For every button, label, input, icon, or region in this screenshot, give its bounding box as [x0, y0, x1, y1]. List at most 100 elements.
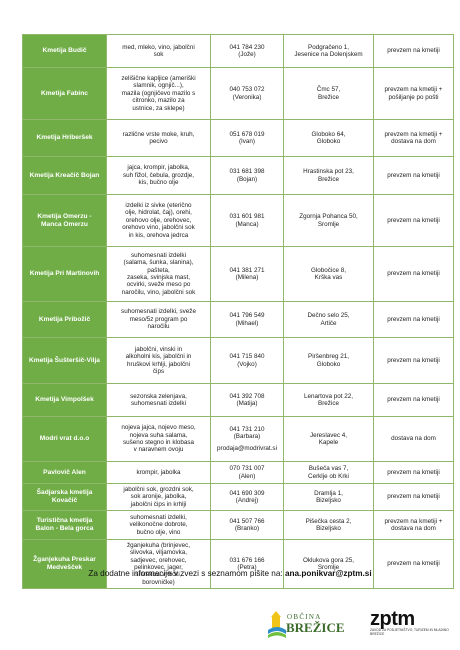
farm-name-text: Kmetija Omerzu - Manca Omerzu: [37, 212, 92, 228]
contact-cell: 041 381 271 (Milena): [210, 246, 284, 302]
contact-text: 031 676 166 (Petra): [229, 556, 265, 571]
address-text: Dečno selo 25, Artiče: [307, 312, 350, 327]
delivery-cell: prevzem na kmetiji + pošiljanje po pošti: [373, 67, 454, 120]
contact-text: 040 753 072 (Veronika): [229, 86, 265, 101]
farm-name-cell: Kmetija Hriberšek: [22, 119, 107, 157]
contact-text: 041 392 708 (Matija): [229, 392, 265, 407]
farm-name-text: Kmetija Hriberšek: [36, 134, 93, 142]
address-cell: Podgračeno 1, Jesenice na Dolenjskem: [283, 34, 374, 68]
table-row: Šadjarska kmetija Kovačič jabolčni sok, g…: [22, 483, 454, 511]
footer-contact-note: Za dodatne informacije v zvezi s seznamo…: [0, 569, 460, 578]
products-text: med, mleko, vino, jabolčni sok: [122, 43, 195, 58]
address-text: Piršenbreg 21, Globoko: [308, 353, 349, 368]
table-row: Kmetija Šušteršič-Vilja jabolčni, vinski …: [22, 337, 454, 384]
delivery-text: dostava na dom: [391, 435, 436, 443]
table-row: Kmetija Budič med, mleko, vino, jabolčni …: [22, 34, 454, 68]
delivery-text: prevzem na kmetiji: [387, 396, 440, 404]
email-text[interactable]: prodaja@modrivrat.si: [217, 444, 277, 452]
table-row: Modri vrat d.o.o nojeva jajca, nojevo mes…: [22, 416, 454, 462]
contact-cell: 041 392 708 (Matija): [210, 383, 284, 417]
farm-name-cell: Turistična kmetija Balon - Bela gorca: [22, 510, 107, 540]
products-cell: jajca, krompir, jabolka, suh fižol, čebu…: [106, 156, 211, 195]
contact-cell: 070 731 007 (Alen): [210, 461, 284, 484]
address-text: Hrastinska pot 23, Brežice: [303, 168, 354, 183]
farm-name-cell: Modri vrat d.o.o: [22, 416, 107, 462]
table-row: Kmetija Kreačič Bojan jajca, krompir, jab…: [22, 156, 454, 195]
contact-cell: 041 784 230 (Jože): [210, 34, 284, 68]
contact-text: 041 715 840 (Vojko): [229, 353, 265, 368]
farm-name-cell: Kmetija Budič: [22, 34, 107, 68]
brezice-label: BREŽICE: [286, 620, 345, 635]
contact-cell: 040 753 072 (Veronika): [210, 67, 284, 120]
table-row: Kmetija Vimpolšek sezonska zelenjava, suh…: [22, 383, 454, 417]
products-cell: zelišične kapljice (ameriški slamnik, og…: [106, 67, 211, 120]
address-text: Podgračeno 1, Jesenice na Dolenjskem: [294, 43, 363, 58]
farm-name-text: Kmetija Šušteršič-Vilja: [29, 356, 100, 364]
products-cell: suhomesnati izdelki (salama, šunka, slan…: [106, 246, 211, 302]
delivery-text: prevzem na kmetiji: [387, 356, 440, 364]
products-cell: žganjekuha (brinjevec, slivovka, viljamo…: [106, 539, 211, 589]
delivery-cell: prevzem na kmetiji: [373, 539, 454, 589]
farm-name-text: Šadjarska kmetija Kovačič: [36, 489, 93, 504]
delivery-text: prevzem na kmetiji: [387, 315, 440, 323]
table-row: Kmetija Hriberšek različne vrste moke, kr…: [22, 119, 454, 157]
contact-cell: 041 690 309 (Andrej): [210, 483, 284, 511]
delivery-cell: prevzem na kmetiji + dostava na dom: [373, 510, 454, 540]
contact-text: 070 731 007 (Alen): [229, 465, 265, 480]
address-cell: Globoko 64, Globoko: [283, 119, 374, 157]
delivery-cell: prevzem na kmetiji: [373, 483, 454, 511]
table-row: Žganjekuha Preskar Medvešček žganjekuha (…: [22, 539, 454, 589]
obcina-label: OBČINA: [287, 613, 322, 621]
farm-name-cell: Kmetija Pri Martinovih: [22, 246, 107, 302]
delivery-cell: prevzem na kmetiji: [373, 156, 454, 195]
delivery-cell: prevzem na kmetiji: [373, 34, 454, 68]
products-text: sezonska zelenjava, suhomesnati izdelki: [130, 392, 187, 407]
delivery-text: prevzem na kmetiji: [387, 171, 440, 179]
contact-text: 041 784 230 (Jože): [229, 43, 265, 58]
footer-text: Za dodatne informacije v zvezi s seznamo…: [88, 569, 285, 578]
farm-name-text: Turistična kmetija Balon - Bela gorca: [35, 517, 94, 532]
contact-text: 041 381 271 (Milena): [229, 266, 265, 281]
contact-text: 031 681 398 (Bojan): [229, 168, 265, 183]
products-cell: jabolčni sok, grozdni sok, sok aronije, …: [106, 483, 211, 511]
products-text: nojeva jajca, nojevo meso, nojeva suha s…: [121, 424, 196, 454]
address-cell: Pišečka cesta 2, Bizeljsko: [283, 510, 374, 540]
address-text: Oklukova gora 25, Sromlje: [302, 556, 355, 571]
farm-name-cell: Kmetija Fabinc: [22, 67, 107, 120]
products-text: izdelki iz sivke (eterično olje, hidrola…: [122, 201, 195, 239]
farm-name-text: Žganjekuha Preskar Medvešček: [33, 556, 96, 571]
address-cell: Jereslavec 4, Kapele: [283, 416, 374, 462]
table-row: Kmetija Omerzu - Manca Omerzu izdelki iz …: [22, 194, 454, 247]
delivery-cell: dostava na dom: [373, 416, 454, 462]
delivery-text: prevzem na kmetiji: [387, 270, 440, 278]
products-cell: krompir, jabolka: [106, 461, 211, 484]
farm-name-text: Pavlovič Alen: [43, 468, 86, 476]
farm-name-text: Modri vrat d.o.o: [39, 435, 90, 443]
products-cell: suhomesnati izdelki, velikonočne dobrote…: [106, 510, 211, 540]
address-cell: Oklukova gora 25, Sromlje: [283, 539, 374, 589]
farm-name-cell: Kmetija Pribožič: [22, 301, 107, 338]
products-text: zelišične kapljice (ameriški slamnik, og…: [121, 74, 196, 112]
delivery-cell: prevzem na kmetiji: [373, 301, 454, 338]
contact-text: 041 507 766 (Branko): [229, 517, 265, 532]
table-row: Turistična kmetija Balon - Bela gorca suh…: [22, 510, 454, 540]
contact-text: 041 690 309 (Andrej): [229, 489, 265, 504]
footer-email-link[interactable]: ana.ponikvar@zptm.si: [284, 569, 372, 578]
table-row: Kmetija Pribožič suhomesnati izdelki, sve…: [22, 301, 454, 338]
address-text: Zgornja Pohanca 50, Sromlje: [299, 213, 358, 228]
farm-directory-table: Kmetija Budič med, mleko, vino, jabolčni …: [22, 34, 454, 589]
address-text: Globočice 8, Krška vas: [310, 266, 346, 281]
contact-cell: 041 796 549 (Mihael): [210, 301, 284, 338]
address-cell: Dečno selo 25, Artiče: [283, 301, 374, 338]
products-cell: jabolčni, vinski in alkoholni kis, jabol…: [106, 337, 211, 384]
delivery-cell: prevzem na kmetiji + dostava na dom: [373, 119, 454, 157]
address-cell: Globočice 8, Krška vas: [283, 246, 374, 302]
address-text: Globoko 64, Globoko: [311, 130, 346, 145]
table-row: Pavlovič Alen krompir, jabolka 070 731 007…: [22, 461, 454, 484]
products-text: suhomesnati izdelki, sveže meso/5z progr…: [121, 308, 196, 331]
obcina-brezice-logo: OBČINA BREŽICE: [268, 610, 348, 640]
contact-cell: 051 678 019 (Ivan): [210, 119, 284, 157]
contact-cell: 041 715 840 (Vojko): [210, 337, 284, 384]
delivery-text: prevzem na kmetiji + pošiljanje po pošti: [384, 86, 443, 101]
address-text: Dramlja 1, Bizeljsko: [314, 489, 343, 504]
